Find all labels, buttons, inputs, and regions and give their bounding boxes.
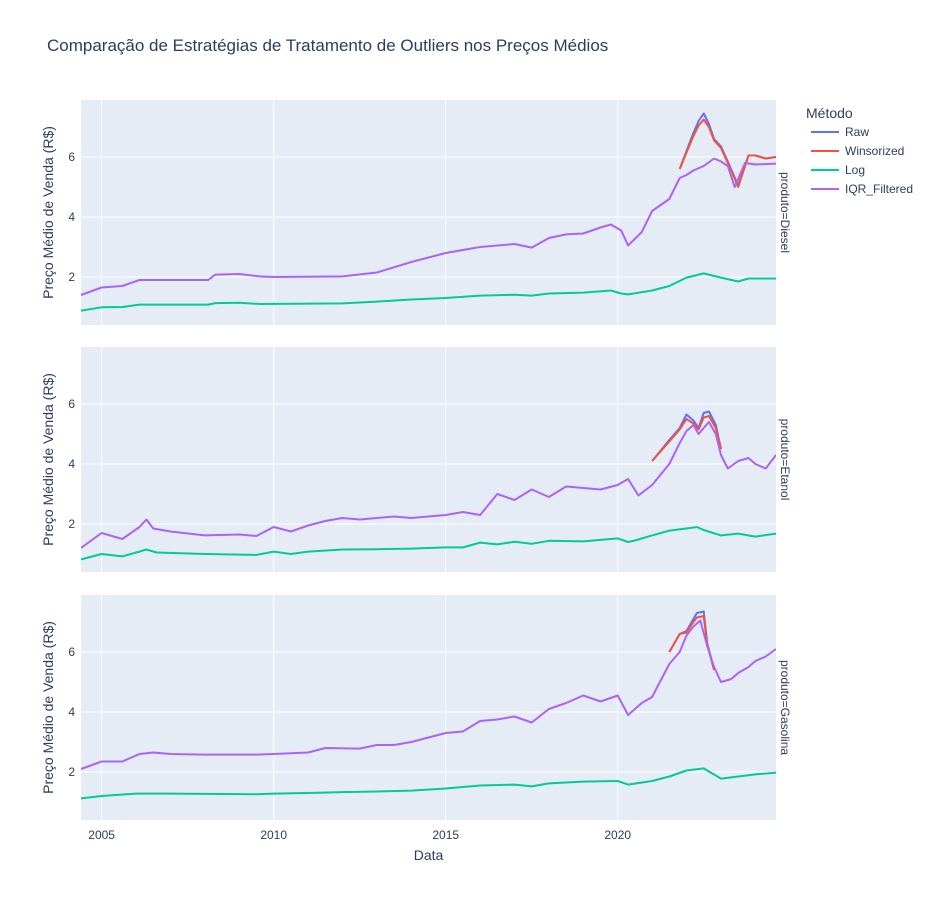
- chart-title: Comparação de Estratégias de Tratamento …: [47, 36, 608, 55]
- legend-label: Log: [845, 163, 865, 177]
- legend-item-raw[interactable]: Raw: [811, 125, 869, 139]
- legend-items[interactable]: Raw Winsorized Log IQR_Filtered: [811, 125, 913, 196]
- facet-panel-2: 2 4 6 Preço Médio de Venda (R$) produto=Etan…: [40, 347, 792, 572]
- series-line-iqr-filtered: [81, 421, 776, 549]
- x-tick-label: 2015: [432, 828, 459, 842]
- legend-label: Raw: [845, 125, 869, 139]
- legend-item-iqr-filtered[interactable]: IQR_Filtered: [811, 182, 913, 196]
- series-line-winsorized: [678, 118, 776, 188]
- facet-label: produto=Diesel: [778, 172, 792, 253]
- y-axis-label: Preço Médio de Venda (R$): [40, 126, 56, 299]
- facet-panel-3: 2 4 6 Preço Médio de Venda (R$) produto=Gaso…: [40, 595, 792, 820]
- facet-panels: 2 4 6 Preço Médio de Venda (R$) produto=Dies…: [40, 100, 792, 820]
- legend-title: Método: [806, 105, 853, 121]
- y-tick-label: 6: [68, 150, 75, 164]
- legend[interactable]: Método Raw Winsorized Log IQR_Filtered: [806, 105, 913, 196]
- legend-item-winsorized[interactable]: Winsorized: [811, 144, 904, 158]
- y-axis-label: Preço Médio de Venda (R$): [40, 373, 56, 546]
- x-tick-label: 2010: [260, 828, 287, 842]
- y-tick-label: 6: [68, 397, 75, 411]
- y-tick-label: 4: [68, 210, 75, 224]
- x-tick-label: 2020: [604, 828, 631, 842]
- x-axis-label: Data: [414, 847, 444, 863]
- series-line-log: [81, 767, 776, 800]
- legend-item-log[interactable]: Log: [811, 163, 865, 177]
- x-tick-label: 2005: [88, 828, 115, 842]
- series-line-log: [81, 272, 776, 312]
- y-axis-label: Preço Médio de Venda (R$): [40, 621, 56, 794]
- y-tick-label: 4: [68, 457, 75, 471]
- legend-label: IQR_Filtered: [845, 182, 913, 196]
- series-line-log: [81, 526, 776, 561]
- legend-label: Winsorized: [845, 144, 904, 158]
- series-line-iqr-filtered: [81, 157, 776, 296]
- series-line-iqr-filtered: [81, 619, 776, 770]
- plot-background: [81, 100, 776, 325]
- facet-label: produto=Etanol: [778, 419, 792, 501]
- y-tick-label: 2: [68, 270, 75, 284]
- y-tick-label: 2: [68, 765, 75, 779]
- facet-panel-1: 2 4 6 Preço Médio de Venda (R$) produto=Dies…: [40, 100, 792, 325]
- plot-background: [81, 595, 776, 820]
- series-line-winsorized: [651, 415, 722, 462]
- x-axis-ticks: 2005 2010 2015 2020: [88, 828, 631, 842]
- y-tick-label: 4: [68, 705, 75, 719]
- facet-label: produto=Gasolina: [778, 660, 792, 755]
- y-tick-label: 6: [68, 645, 75, 659]
- y-tick-label: 2: [68, 517, 75, 531]
- series-line-winsorized: [668, 615, 716, 671]
